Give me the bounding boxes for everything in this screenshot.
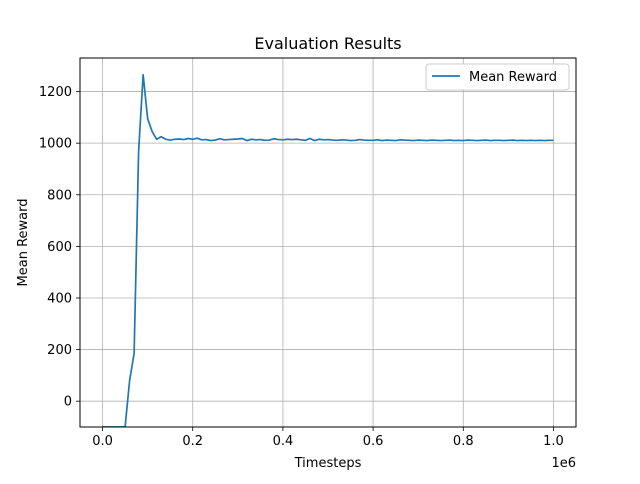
axis-ticks: 0.0 0.2 0.4 0.6 0.8 1.0 0 200 400 600 800 1000 1200	[39, 85, 564, 449]
x-tick-label: 0.4	[273, 434, 294, 449]
y-tick-label: 600	[47, 240, 72, 255]
legend-label-mean-reward: Mean Reward	[469, 70, 557, 85]
series-layer	[102, 73, 554, 427]
x-tick-label: 0.6	[363, 434, 384, 449]
y-tick-label: 400	[47, 291, 72, 306]
y-tick-label: 0	[64, 395, 72, 410]
x-tick-label: 0.2	[182, 434, 203, 449]
plot-frame	[79, 57, 577, 428]
x-tick-label: 0.8	[453, 434, 474, 449]
y-tick-label: 200	[47, 343, 72, 358]
x-axis-offset-label: 1e6	[551, 456, 576, 471]
y-tick-label: 1200	[39, 85, 72, 100]
series-line-mean-reward	[102, 73, 554, 427]
plot-area	[80, 58, 576, 427]
y-tick-label: 1000	[39, 137, 72, 152]
chart-title: Evaluation Results	[254, 34, 401, 53]
y-axis-label: Mean Reward	[16, 199, 31, 287]
legend-box	[425, 63, 570, 91]
x-tick-label: 0.0	[92, 434, 113, 449]
x-axis-label: Timesteps	[294, 456, 362, 471]
legend: Mean Reward	[425, 63, 570, 91]
y-tick-label: 800	[47, 188, 72, 203]
x-tick-label: 1.0	[543, 434, 564, 449]
grid-lines	[80, 58, 576, 427]
